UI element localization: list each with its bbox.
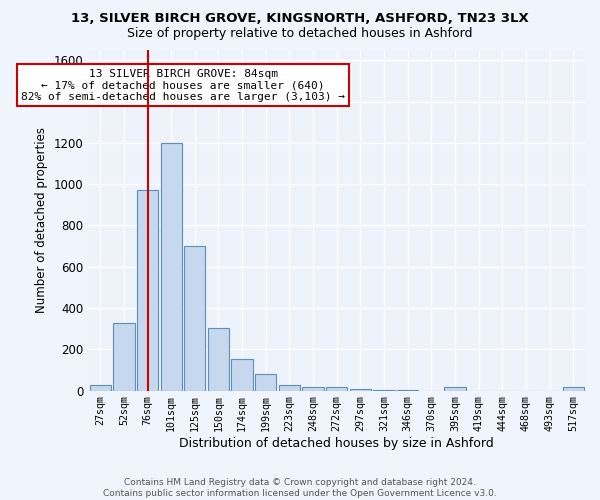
Bar — [184, 246, 205, 390]
Bar — [255, 374, 277, 390]
Bar — [563, 388, 584, 390]
Text: Contains HM Land Registry data © Crown copyright and database right 2024.
Contai: Contains HM Land Registry data © Crown c… — [103, 478, 497, 498]
Bar — [326, 388, 347, 390]
Bar — [113, 324, 134, 390]
Bar — [279, 386, 300, 390]
Bar — [89, 386, 111, 390]
Text: 13, SILVER BIRCH GROVE, KINGSNORTH, ASHFORD, TN23 3LX: 13, SILVER BIRCH GROVE, KINGSNORTH, ASHF… — [71, 12, 529, 26]
Bar — [302, 388, 324, 390]
Bar — [445, 388, 466, 390]
Bar — [137, 190, 158, 390]
Bar — [350, 388, 371, 390]
Bar — [161, 143, 182, 390]
X-axis label: Distribution of detached houses by size in Ashford: Distribution of detached houses by size … — [179, 437, 494, 450]
Text: Size of property relative to detached houses in Ashford: Size of property relative to detached ho… — [127, 28, 473, 40]
Y-axis label: Number of detached properties: Number of detached properties — [35, 128, 48, 314]
Bar — [232, 358, 253, 390]
Bar — [208, 328, 229, 390]
Text: 13 SILVER BIRCH GROVE: 84sqm
← 17% of detached houses are smaller (640)
82% of s: 13 SILVER BIRCH GROVE: 84sqm ← 17% of de… — [21, 68, 345, 102]
